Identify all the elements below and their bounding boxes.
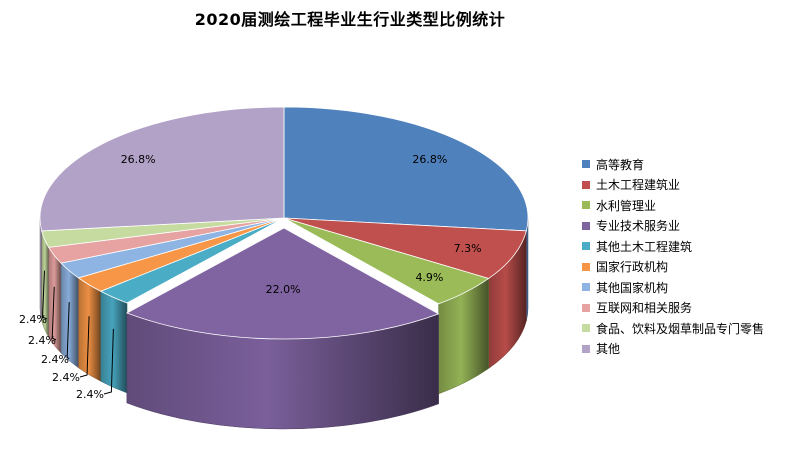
legend-label: 其他 (596, 342, 621, 357)
leader-line (66, 302, 70, 360)
legend: 高等教育 土木工程建筑业 水利管理业 专业技术服务业 其他土木工程建筑 国家行政… (582, 154, 791, 359)
data-label: 22.0% (266, 283, 301, 296)
pie-slice-side (100, 290, 128, 394)
legend-item: 其他国家机构 (582, 277, 791, 298)
data-label: 2.4% (19, 313, 47, 326)
chart-title: 2020届测绘工程毕业生行业类型比例统计 (194, 10, 506, 29)
data-label: 2.4% (52, 371, 80, 384)
legend-swatch (582, 344, 590, 353)
pie-slice (126, 227, 440, 340)
legend-item: 其他土木工程建筑 (582, 236, 791, 257)
legend-item: 国家行政机构 (582, 257, 791, 278)
legend-swatch (582, 160, 590, 169)
legend-item: 专业技术服务业 (582, 216, 791, 237)
legend-swatch (582, 262, 590, 271)
legend-item: 其他 (582, 339, 791, 360)
legend-label: 食品、饮料及烟草制品专门零售 (596, 321, 765, 336)
data-label: 26.8% (121, 153, 156, 166)
data-label: 2.4% (28, 334, 56, 347)
pie-slice (283, 217, 490, 305)
legend-label: 高等教育 (596, 157, 645, 172)
legend-item: 高等教育 (582, 154, 791, 175)
leader-line (41, 270, 48, 320)
data-label: 4.9% (415, 271, 443, 284)
data-labels: 26.8% 7.3% 4.9% 22.0% 26.8% 2.4% 2.4% 2.4% 2.4% 2… (19, 153, 482, 401)
legend-swatch (582, 242, 590, 251)
pie-slice-side (78, 277, 101, 382)
leader-line (51, 286, 57, 341)
data-label: 7.3% (454, 242, 482, 255)
legend-swatch (582, 303, 590, 312)
data-label: 2.4% (76, 388, 104, 401)
data-label: 26.8% (412, 153, 447, 166)
legend-swatch (582, 180, 590, 189)
legend-swatch (582, 324, 590, 333)
data-label: 2.4% (41, 353, 69, 366)
legend-swatch (582, 283, 590, 292)
legend-swatch (582, 221, 590, 230)
legend-item: 土木工程建筑业 (582, 175, 791, 196)
legend-label: 水利管理业 (596, 198, 657, 213)
legend-item: 食品、饮料及烟草制品专门零售 (582, 318, 791, 339)
legend-label: 互联网和相关服务 (596, 301, 693, 316)
pie-tops (39, 106, 529, 340)
leader-lines (41, 270, 114, 395)
leader-line (103, 328, 114, 395)
legend-label: 专业技术服务业 (596, 219, 681, 234)
pie-slice (283, 106, 529, 232)
legend-label: 土木工程建筑业 (596, 178, 681, 193)
legend-label: 其他国家机构 (596, 280, 669, 295)
legend-item: 水利管理业 (582, 195, 791, 216)
legend-swatch (582, 201, 590, 210)
leader-line (79, 316, 90, 378)
pie-slice (39, 106, 285, 232)
legend-label: 其他土木工程建筑 (596, 239, 693, 254)
pie-slice (283, 217, 527, 279)
legend-item: 互联网和相关服务 (582, 298, 791, 319)
legend-label: 国家行政机构 (596, 260, 669, 275)
